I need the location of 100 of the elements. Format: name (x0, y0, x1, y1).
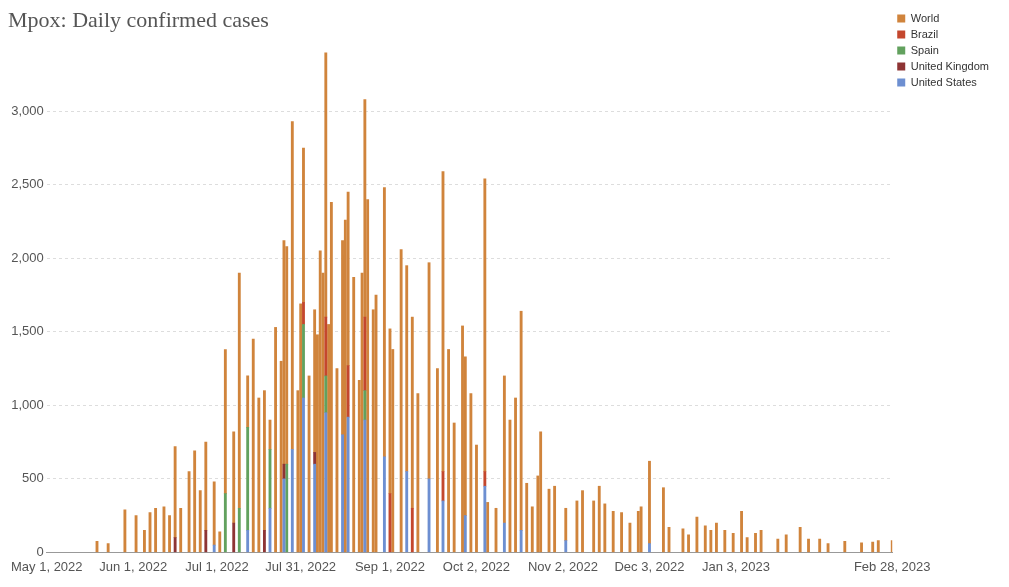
bar (798, 527, 802, 553)
x-tick-label: Jun 1, 2022 (99, 558, 168, 574)
x-tick-label: Dec 3, 2022 (614, 558, 685, 574)
bar (514, 397, 517, 553)
bar (731, 532, 735, 553)
bar (154, 507, 158, 553)
x-tick-label: Oct 2, 2022 (442, 558, 511, 574)
bar (302, 147, 305, 303)
bar (346, 416, 350, 553)
bar (382, 456, 386, 553)
bar (447, 349, 451, 553)
bar (695, 516, 699, 553)
y-tick-label: 1,500 (11, 323, 44, 339)
bar (483, 485, 487, 553)
bar (262, 530, 266, 553)
bar (251, 338, 255, 553)
legend-label: World (910, 11, 940, 24)
bar (715, 522, 718, 553)
bar (703, 525, 707, 553)
bar (502, 375, 506, 524)
bar (143, 530, 146, 553)
bar (469, 393, 473, 553)
bar (299, 303, 303, 553)
bar (232, 431, 236, 524)
x-tick-label: Feb 28, 2023 (853, 558, 931, 574)
bar (553, 485, 557, 553)
bar (405, 471, 409, 553)
bar (575, 500, 579, 553)
bar (179, 507, 183, 553)
chart-title: Mpox: Daily confirmed cases (8, 6, 269, 32)
y-tick-label: 1,000 (11, 396, 44, 412)
bar (324, 412, 328, 553)
bar (352, 277, 356, 553)
bar (262, 390, 266, 531)
bar (530, 506, 534, 553)
bar (302, 397, 305, 553)
bar (876, 540, 880, 553)
x-tick-label: Nov 2, 2022 (527, 558, 599, 574)
bar (435, 368, 439, 553)
bar (223, 349, 227, 494)
bar (486, 502, 490, 553)
x-tick-label: Sep 1, 2022 (354, 558, 426, 574)
bar (818, 538, 822, 553)
bar (204, 530, 208, 553)
bar (363, 390, 367, 421)
bar (611, 510, 615, 553)
bar (483, 178, 487, 472)
x-tick-label: Jul 1, 2022 (185, 558, 249, 574)
bar (324, 375, 328, 414)
bar (636, 510, 640, 553)
bar (410, 316, 414, 509)
bar (807, 538, 810, 553)
bar (581, 490, 584, 553)
bar (723, 530, 727, 553)
bar (416, 393, 420, 553)
bar (564, 540, 568, 553)
y-tick-label: 3,000 (11, 102, 44, 118)
bar (519, 530, 523, 553)
bar (246, 427, 250, 531)
x-tick-label: May 1, 2022 (11, 558, 83, 574)
bar (776, 538, 780, 553)
bar (123, 509, 127, 553)
bar (106, 543, 110, 553)
bar (539, 431, 543, 553)
bar (173, 446, 177, 539)
bar (324, 316, 328, 377)
bar (285, 463, 289, 553)
x-tick-label: Jan 3, 2023 (702, 558, 770, 574)
bar (187, 471, 191, 553)
bar (745, 537, 749, 553)
bar (274, 327, 278, 553)
bar (525, 482, 529, 553)
bar (193, 450, 197, 553)
bar (363, 316, 367, 391)
legend-label: United States (910, 75, 978, 88)
bar (399, 249, 403, 553)
bar (784, 534, 788, 553)
bar (329, 202, 333, 553)
bar (232, 522, 236, 553)
bar (237, 507, 241, 553)
bar (212, 544, 216, 553)
bar (709, 530, 713, 553)
bar (313, 463, 317, 553)
bar (564, 507, 568, 541)
y-tick-label: 2,000 (11, 249, 44, 265)
bar (620, 512, 623, 553)
bar (639, 506, 643, 553)
bar (592, 500, 596, 553)
bar (410, 507, 414, 553)
bar (860, 542, 863, 553)
bar (218, 531, 222, 553)
bar (290, 449, 294, 553)
bar (382, 187, 386, 458)
bar (313, 452, 317, 465)
bar (168, 515, 171, 553)
bar (662, 487, 665, 553)
bar (346, 365, 350, 418)
bar (204, 441, 208, 531)
bar (198, 490, 202, 553)
bar (648, 460, 651, 544)
